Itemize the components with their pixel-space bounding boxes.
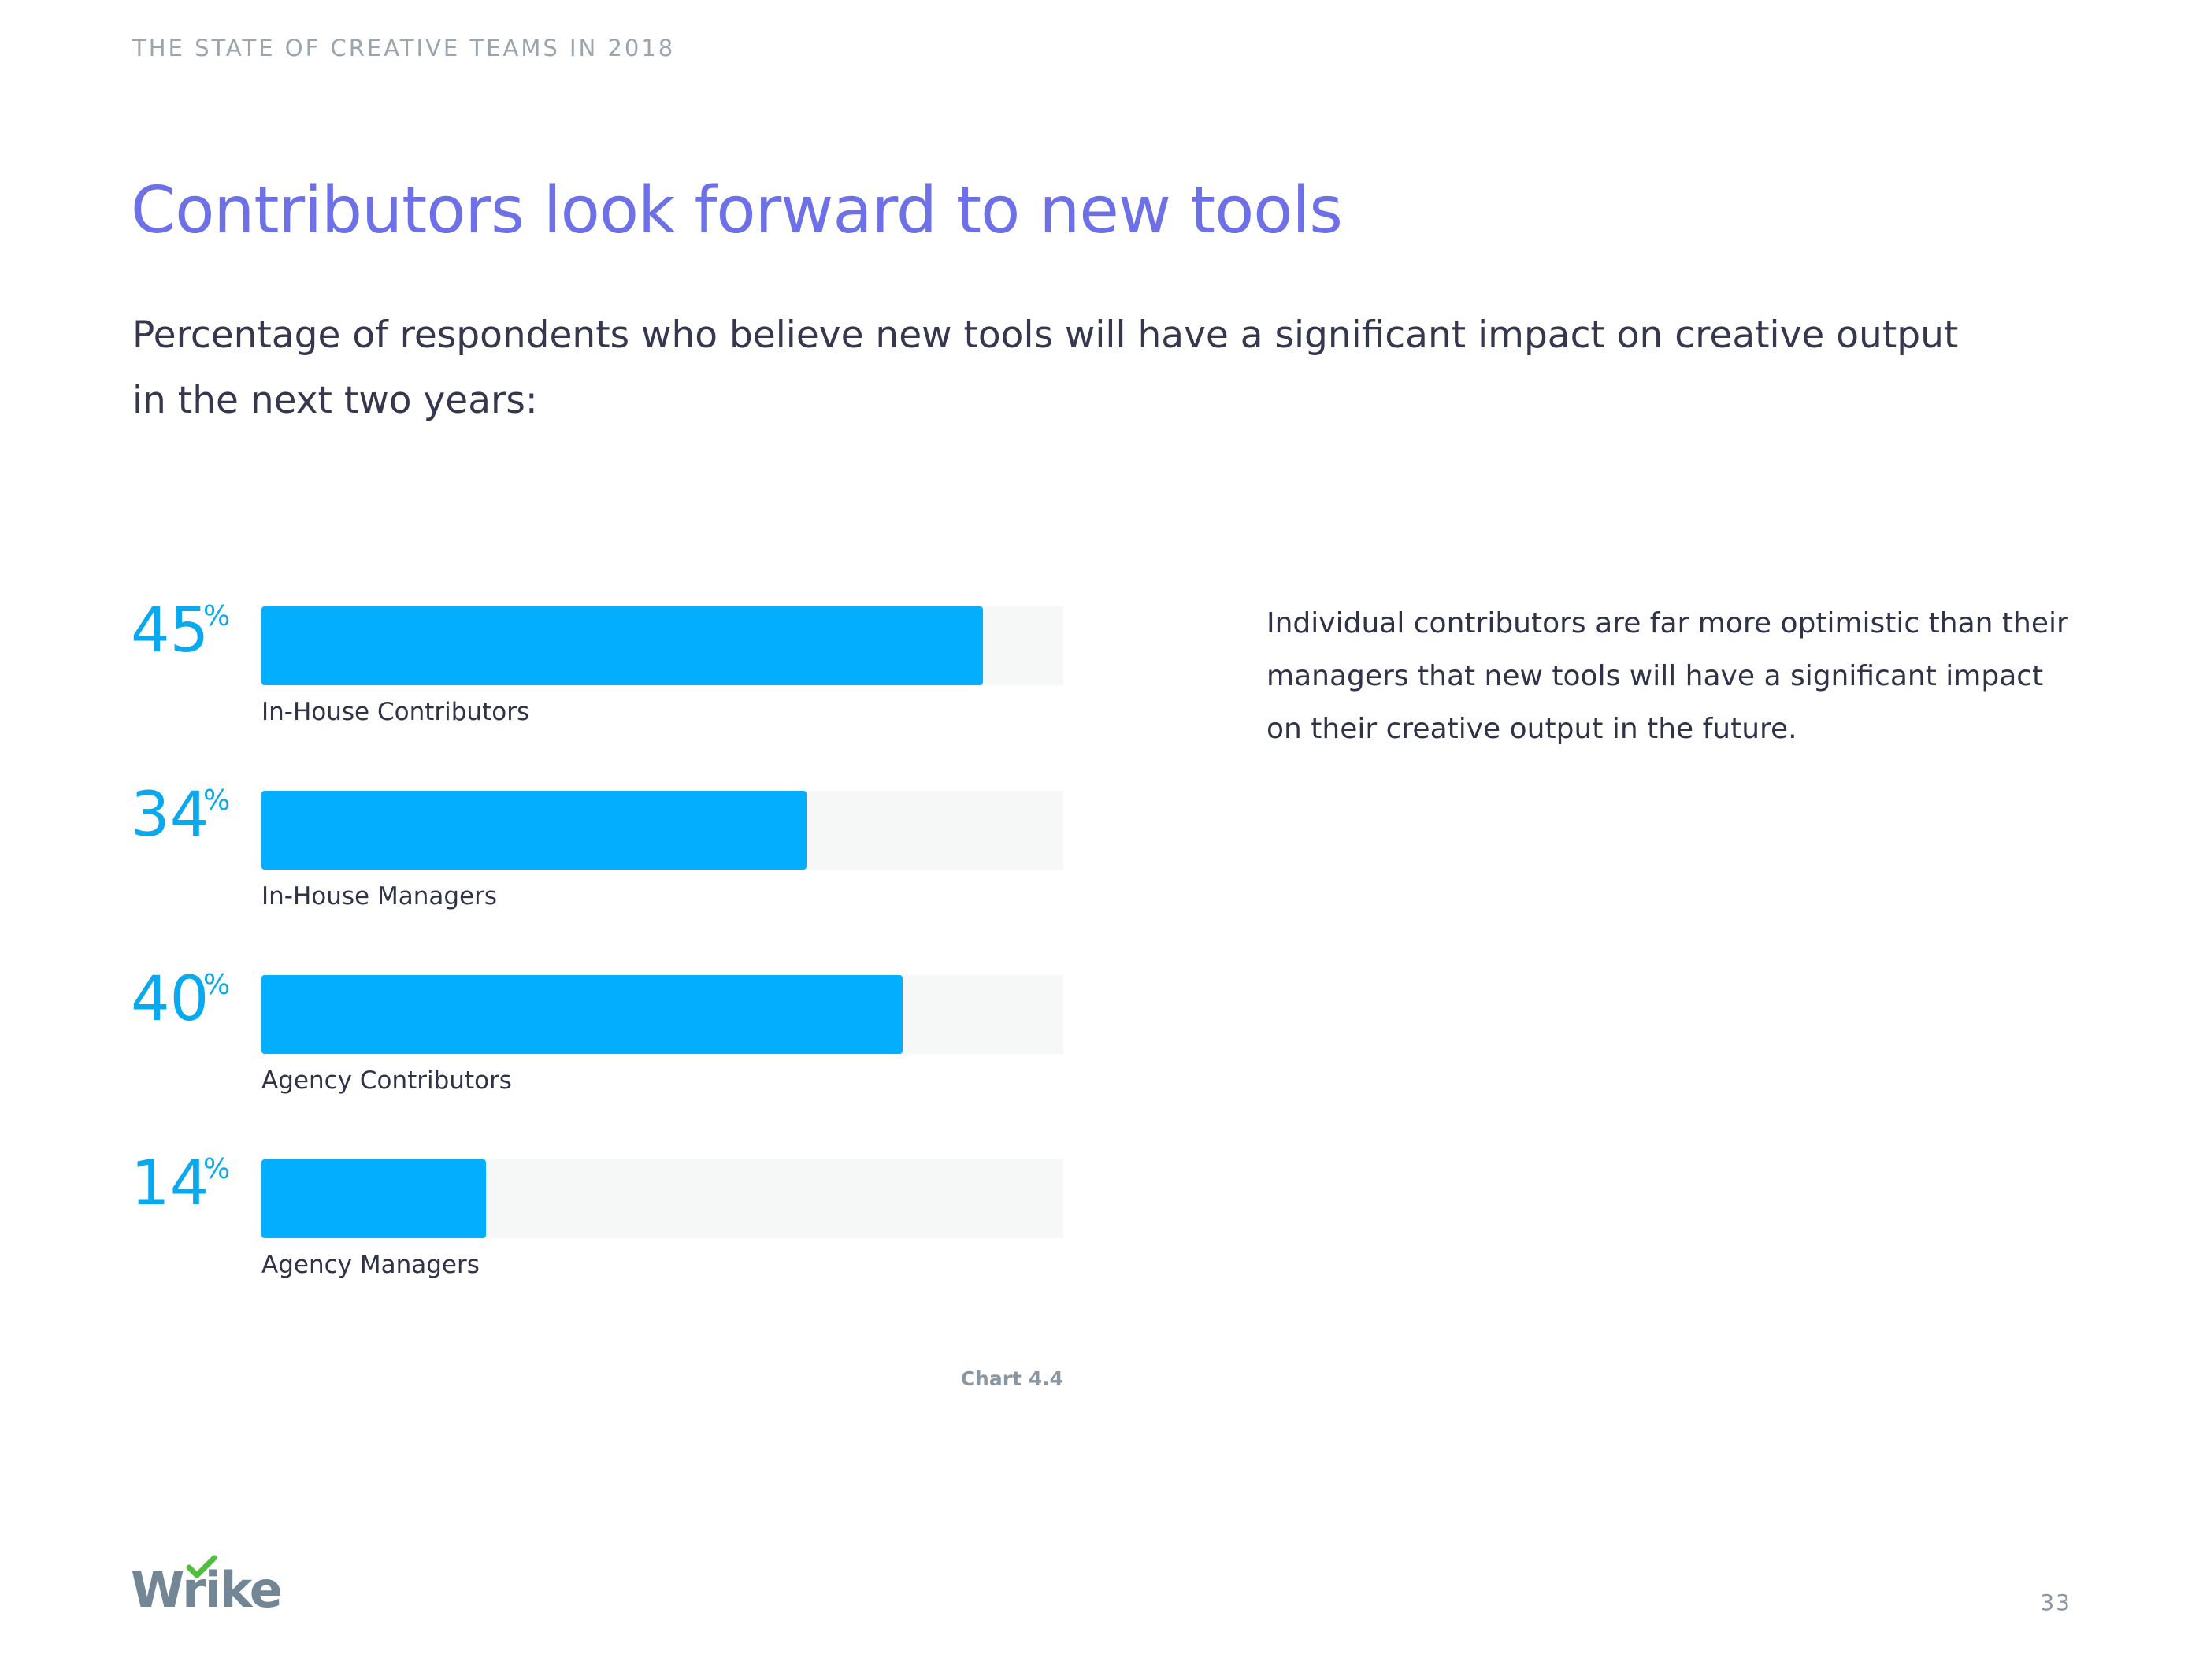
logo-wordmark: Wrike	[131, 1561, 283, 1619]
category-label: Agency Contributors	[261, 1066, 512, 1095]
bar-track	[261, 1159, 1063, 1238]
bar-row: 45 % In-House Contributors	[0, 595, 1103, 764]
category-label: Agency Managers	[261, 1251, 480, 1279]
percent-sign: %	[203, 969, 231, 1001]
value-label: 14	[131, 1148, 210, 1219]
bar-row: 14 % Agency Managers	[0, 1148, 1103, 1317]
bar-track	[261, 606, 1063, 685]
page-number: 33	[2040, 1589, 2071, 1615]
page-title: Contributors look forward to new tools	[131, 173, 1343, 248]
note-line-1: Individual contributors are far more opt…	[1266, 607, 2068, 640]
bar-row: 34 % In-House Managers	[0, 780, 1103, 948]
category-label: In-House Managers	[261, 882, 498, 910]
percent-sign: %	[203, 1153, 231, 1185]
value-label: 40	[131, 964, 210, 1035]
bar	[261, 1159, 486, 1238]
value-label: 45	[131, 595, 210, 666]
bar-chart: 45 % In-House Contributors 34 % In-House…	[0, 0, 1103, 1418]
bar	[261, 606, 983, 685]
side-note: Individual contributors are far more opt…	[1266, 597, 2086, 755]
value-label: 34	[131, 780, 210, 851]
bar-track	[261, 791, 1063, 870]
bar-row: 40 % Agency Contributors	[0, 964, 1103, 1133]
category-label: In-House Contributors	[261, 698, 530, 726]
running-header: THE STATE OF CREATIVE TEAMS IN 2018	[132, 35, 676, 61]
subtitle-line-2: in the next two years:	[132, 379, 538, 422]
note-line-3: on their creative output in the future.	[1266, 713, 1797, 745]
logo-check-icon	[186, 1555, 217, 1578]
check-mark	[186, 1555, 217, 1578]
percent-sign: %	[203, 600, 231, 632]
percent-sign: %	[203, 784, 231, 817]
note-line-2: managers that new tools will have a sign…	[1266, 660, 2044, 692]
subtitle-line-1: Percentage of respondents who believe ne…	[132, 313, 1959, 357]
bar-track	[261, 975, 1063, 1054]
page-subtitle: Percentage of respondents who believe ne…	[132, 302, 1959, 433]
bar	[261, 975, 903, 1054]
bar	[261, 791, 807, 870]
chart-caption: Chart 4.4	[960, 1367, 1063, 1390]
wrike-logo: Wrike	[131, 1555, 283, 1619]
